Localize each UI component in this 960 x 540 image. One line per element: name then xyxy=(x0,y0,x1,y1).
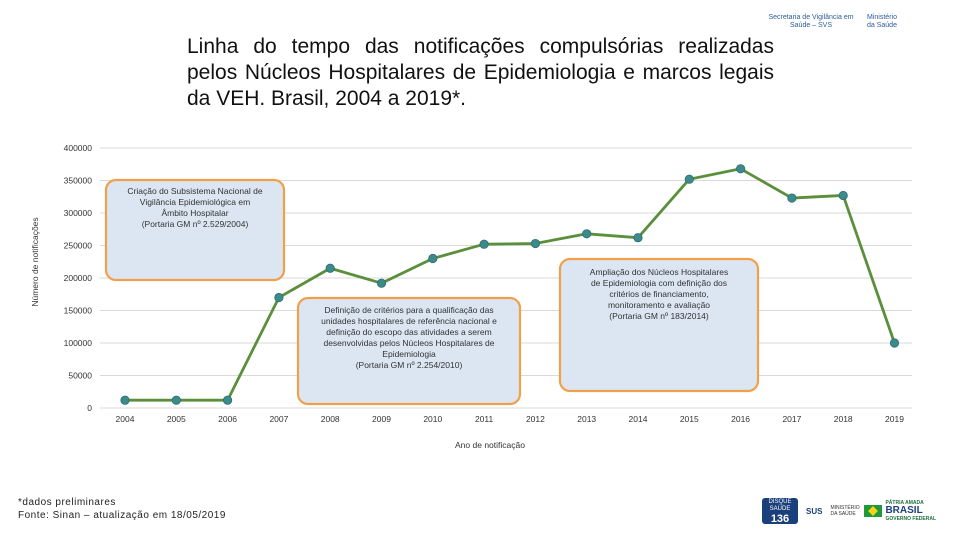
x-tick-label-8: 2012 xyxy=(526,414,545,424)
y-tick-label-6: 300000 xyxy=(64,208,93,218)
data-point-2010 xyxy=(428,253,438,264)
x-tick-label-2: 2006 xyxy=(218,414,237,424)
annotation-ann1-line-3: (Portaria GM nº 2.529/2004) xyxy=(142,219,249,229)
y-tick-label-1: 50000 xyxy=(68,371,92,381)
x-tick-label-7: 2011 xyxy=(475,414,494,424)
brasil-bottom: GOVERNO FEDERAL xyxy=(885,516,937,522)
annotation-ann3-line-2: critérios de financiamento, xyxy=(609,289,708,299)
annotation-ann1-line-0: Criação do Subsistema Nacional de xyxy=(127,186,262,196)
y-tick-label-2: 100000 xyxy=(64,338,93,348)
ministerio-footer-logo: MINISTÉRIO DA SAÚDE xyxy=(830,505,860,517)
data-point-2005 xyxy=(171,395,181,405)
annotation-ann1-line-1: Vigilância Epidemiológica em xyxy=(140,197,250,207)
footnote-preliminary: *dados preliminares xyxy=(18,497,116,508)
svs-logo: Secretaria de Vigilância em Saúde – SVS xyxy=(768,14,854,29)
x-tick-label-5: 2009 xyxy=(372,414,391,424)
data-point-2007 xyxy=(274,292,284,303)
footnote: *dados preliminares Fonte: Sinan – atual… xyxy=(18,496,226,522)
annotation-ann3-line-0: Ampliação dos Núcleos Hospitalares xyxy=(590,267,728,277)
axis-layer: 0 50000 100000 150000 200000 250000 300000 3500… xyxy=(30,143,904,450)
x-axis-title: Ano de notificação xyxy=(455,440,525,450)
x-tick-label-14: 2018 xyxy=(834,414,853,424)
brasil-top: PÁTRIA AMADA xyxy=(885,500,924,506)
annotation-ann3-line-1: de Epidemiologia com definição dos xyxy=(591,278,727,288)
annotation-ann2-line-1: unidades hospitalares de referência naci… xyxy=(321,316,497,326)
x-tick-label-13: 2017 xyxy=(782,414,801,424)
x-tick-label-4: 2008 xyxy=(321,414,340,424)
brasil-logo: PÁTRIA AMADA BRASIL GOVERNO FEDERAL xyxy=(864,500,936,522)
data-point-2014 xyxy=(633,233,643,243)
annotation-ann3-line-3: monitoramento e avaliação xyxy=(608,300,710,310)
series-layer xyxy=(120,164,900,405)
disque-saude-logo: DISQUE SAÚDE 136 xyxy=(762,498,798,525)
data-point-2008 xyxy=(325,263,335,273)
footnote-source: Fonte: Sinan – atualização em 18/05/2019 xyxy=(18,510,226,521)
y-tick-label-3: 150000 xyxy=(64,306,93,316)
annotations-layer: Criação do Subsistema Nacional deVigilân… xyxy=(104,178,760,406)
data-point-2004 xyxy=(120,395,130,405)
data-point-2017 xyxy=(787,193,797,203)
x-tick-label-9: 2013 xyxy=(577,414,596,424)
data-point-2013 xyxy=(582,229,592,239)
annotation-box-ann3 xyxy=(558,257,760,393)
data-point-2011 xyxy=(479,239,489,249)
y-axis-title: Número de notificações xyxy=(30,217,40,306)
series-line xyxy=(125,167,896,402)
data-point-2006 xyxy=(223,395,233,405)
x-tick-label-10: 2014 xyxy=(629,414,648,424)
x-tick-label-3: 2007 xyxy=(269,414,288,424)
annotation-ann1-line-2: Âmbito Hospitalar xyxy=(161,208,228,218)
y-tick-label-4: 200000 xyxy=(64,273,93,283)
x-tick-label-12: 2016 xyxy=(731,414,750,424)
x-tick-label-1: 2005 xyxy=(167,414,186,424)
x-tick-label-6: 2010 xyxy=(423,414,442,424)
data-point-2015 xyxy=(684,174,694,184)
y-tick-label-5: 250000 xyxy=(64,241,93,251)
y-tick-label-8: 400000 xyxy=(64,143,93,153)
slide-title: Linha do tempo das notificações compulsó… xyxy=(187,35,774,110)
annotation-ann2-line-4: Epidemiologia xyxy=(382,349,436,359)
annotation-ann2-line-0: Definição de critérios para a qualificaç… xyxy=(324,305,493,315)
data-point-2012 xyxy=(530,238,541,249)
header-logos: Secretaria de Vigilância em Saúde – SVS … xyxy=(768,14,900,30)
data-point-2018 xyxy=(838,190,848,201)
disque-label: DISQUE SAÚDE xyxy=(768,499,792,512)
x-tick-label-11: 2015 xyxy=(680,414,699,424)
y-tick-label-7: 350000 xyxy=(64,176,93,186)
x-tick-label-15: 2019 xyxy=(885,414,904,424)
annotation-ann3-line-4: (Portaria GM nº 183/2014) xyxy=(609,311,709,321)
footer-logos: DISQUE SAÚDE 136 SUS MINISTÉRIO DA SAÚDE… xyxy=(762,498,936,525)
x-tick-label-0: 2004 xyxy=(116,414,135,424)
data-point-2016 xyxy=(735,164,746,174)
annotation-ann2-line-2: definição do escopo das atividades a ser… xyxy=(326,327,491,337)
ministerio-logo: Ministério da Saúde xyxy=(867,14,897,29)
brasil-big: BRASIL xyxy=(885,505,923,516)
annotation-box-ann1 xyxy=(104,178,286,282)
y-tick-label-0: 0 xyxy=(87,403,92,413)
annotation-ann2-line-3: desenvolvidas pelos Núcleos Hospitalares… xyxy=(323,338,494,348)
annotation-ann2-line-5: (Portaria GM nº 2.254/2010) xyxy=(356,360,463,370)
data-point-2019 xyxy=(889,338,900,348)
disque-number: 136 xyxy=(770,513,790,525)
flag-icon xyxy=(864,505,883,517)
sus-logo: SUS xyxy=(806,506,823,516)
annotation-box-ann2 xyxy=(296,296,522,406)
data-point-2009 xyxy=(376,278,387,288)
